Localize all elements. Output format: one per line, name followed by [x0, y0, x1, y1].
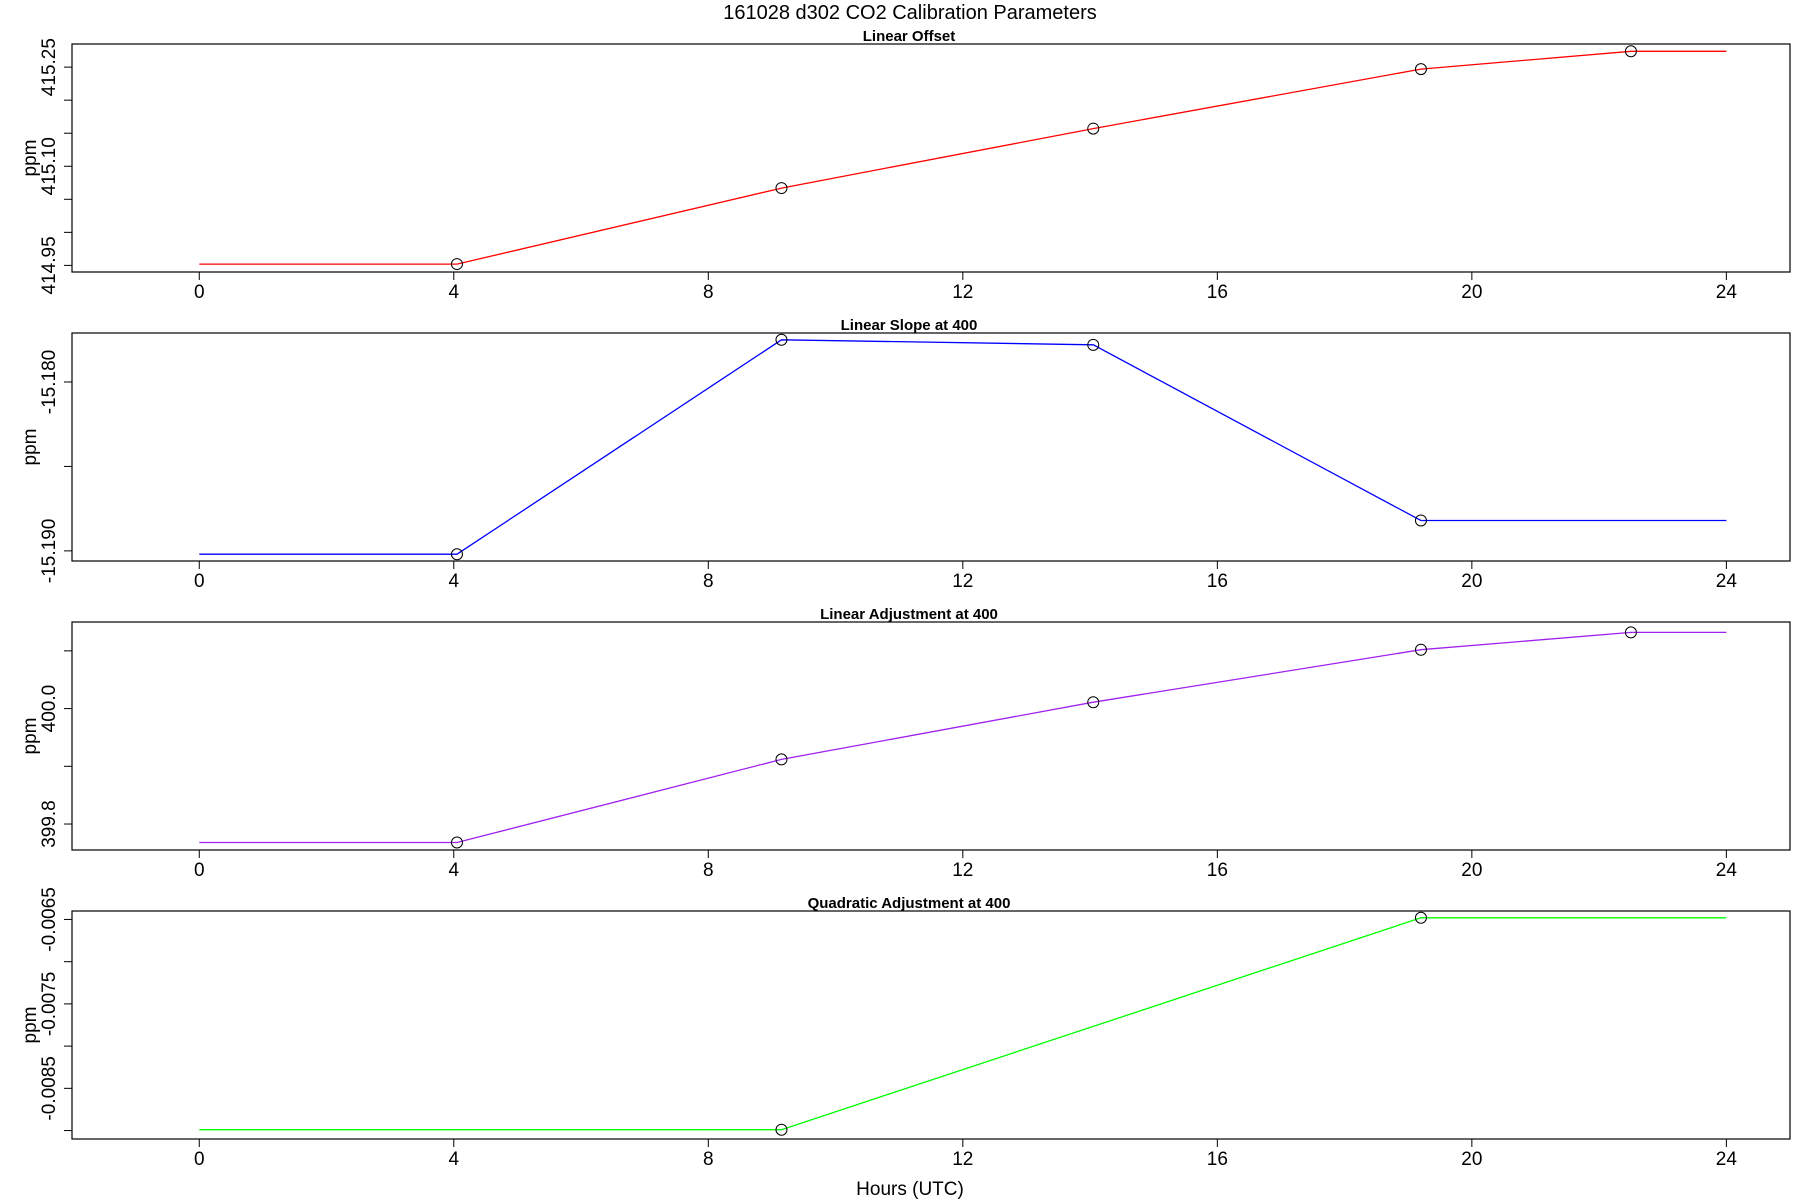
- data-point: [775, 753, 788, 766]
- y-tick-label: -15.190: [39, 519, 60, 583]
- figure-title: 161028 d302 CO2 Calibration Parameters: [723, 2, 1097, 24]
- plot-frame: [71, 910, 1791, 1140]
- x-tick-label: 12: [952, 860, 973, 881]
- x-tick-label: 4: [448, 571, 459, 592]
- panel-title: Quadratic Adjustment at 400: [808, 895, 1011, 912]
- x-tick-label: 4: [448, 860, 459, 881]
- panel-4: Quadratic Adjustment at 400 ppm -0.0085 -0.…: [20, 887, 1791, 1170]
- data-point: [1087, 338, 1100, 351]
- x-tick-label: 20: [1461, 282, 1482, 303]
- series-line: [199, 917, 1727, 1131]
- x-tick-label: 8: [703, 571, 714, 592]
- data-point: [1414, 514, 1427, 527]
- data-point: [450, 258, 463, 271]
- data-point: [1414, 643, 1427, 656]
- x-tick-label: 8: [703, 282, 714, 303]
- y-tick-label: -0.0085: [39, 1056, 60, 1120]
- x-tick-label: 12: [952, 282, 973, 303]
- data-point: [775, 1123, 788, 1136]
- series-line: [199, 50, 1727, 265]
- x-tick-label: 16: [1207, 282, 1228, 303]
- x-tick-label: 20: [1461, 1149, 1482, 1170]
- plot-frame: [71, 332, 1791, 562]
- x-tick-label: 0: [194, 1149, 205, 1170]
- y-tick-label: 414.95: [39, 236, 60, 294]
- x-tick-label: 0: [194, 282, 205, 303]
- x-tick-label: 24: [1716, 860, 1738, 881]
- y-axis-label: ppm: [20, 429, 41, 466]
- series-line: [199, 631, 1727, 844]
- series-line: [199, 339, 1727, 555]
- x-tick-label: 0: [194, 571, 205, 592]
- x-axis-label: Hours (UTC): [856, 1179, 964, 1200]
- data-point: [450, 548, 463, 561]
- y-tick-label: 400.0: [39, 685, 60, 733]
- x-tick-label: 24: [1716, 282, 1738, 303]
- data-point: [1624, 626, 1637, 639]
- panel-1: Linear Offset ppm 414.95 415.10 415.25 0 4 8 12 1…: [20, 28, 1791, 303]
- y-tick-label: 415.25: [39, 38, 60, 96]
- x-tick-label: 8: [703, 860, 714, 881]
- x-tick-label: 16: [1207, 1149, 1228, 1170]
- data-point: [775, 333, 788, 346]
- data-point: [1624, 45, 1637, 58]
- panel-3: Linear Adjustment at 400 ppm 399.8 400.0 0 4 8…: [20, 606, 1791, 881]
- x-tick-label: 4: [448, 1149, 459, 1170]
- x-tick-label: 8: [703, 1149, 714, 1170]
- data-point: [775, 182, 788, 195]
- data-point: [1414, 63, 1427, 76]
- panel-title: Linear Adjustment at 400: [820, 606, 998, 623]
- plot-frame: [71, 621, 1791, 851]
- y-tick-label: 415.10: [39, 137, 60, 195]
- data-point: [1087, 122, 1100, 135]
- x-tick-label: 16: [1207, 571, 1228, 592]
- y-tick-label: 399.8: [39, 800, 60, 848]
- y-tick-label: -15.180: [39, 350, 60, 414]
- x-tick-label: 20: [1461, 571, 1482, 592]
- plot-frame: [71, 43, 1791, 273]
- x-tick-label: 0: [194, 860, 205, 881]
- x-tick-label: 20: [1461, 860, 1482, 881]
- panel-2: Linear Slope at 400 ppm -15.190 -15.180 0 4 8 1…: [20, 317, 1791, 592]
- x-tick-label: 12: [952, 571, 973, 592]
- panel-title: Linear Offset: [863, 28, 956, 45]
- data-point: [1414, 911, 1427, 924]
- x-tick-label: 16: [1207, 860, 1228, 881]
- y-tick-label: -0.0075: [39, 972, 60, 1036]
- x-tick-label: 12: [952, 1149, 973, 1170]
- panel-title: Linear Slope at 400: [841, 317, 978, 334]
- y-axis-label: ppm: [20, 1007, 41, 1044]
- y-axis-label: ppm: [20, 718, 41, 755]
- x-tick-label: 4: [448, 282, 459, 303]
- x-tick-label: 24: [1716, 1149, 1738, 1170]
- x-tick-label: 24: [1716, 571, 1738, 592]
- y-axis-label: ppm: [20, 140, 41, 177]
- y-tick-label: -0.0065: [39, 887, 60, 951]
- data-point: [450, 836, 463, 849]
- data-point: [1087, 696, 1100, 709]
